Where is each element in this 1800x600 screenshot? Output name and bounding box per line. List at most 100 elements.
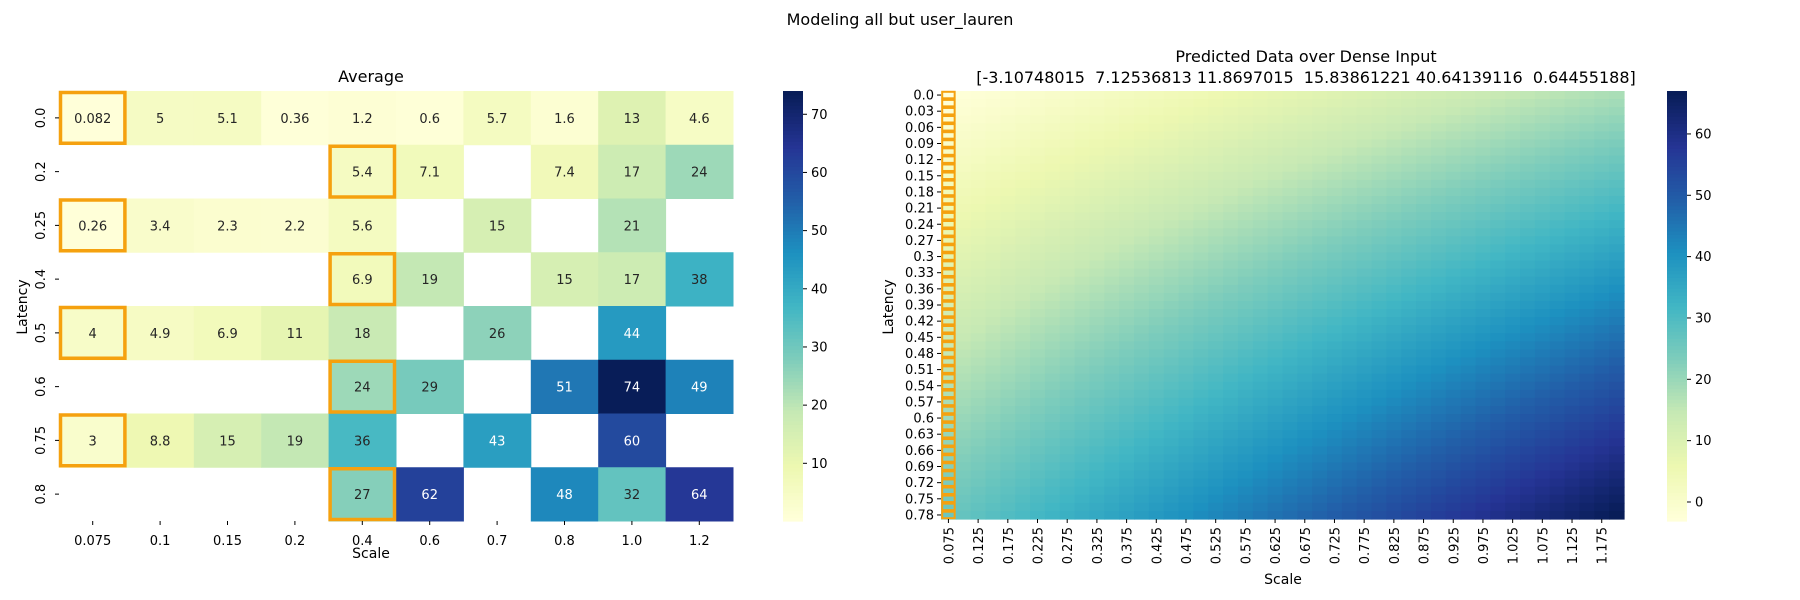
- dense-cell: [1044, 446, 1061, 455]
- dense-cell: [1119, 470, 1135, 480]
- dense-cell: [1534, 494, 1551, 504]
- dense-cell: [1520, 349, 1536, 359]
- dense-cell: [1520, 276, 1536, 286]
- dense-cell: [1267, 357, 1284, 367]
- dense-cell: [1445, 357, 1462, 367]
- dense-cell: [1564, 284, 1581, 294]
- dense-cell: [1475, 341, 1491, 351]
- dense-cell: [1223, 405, 1239, 415]
- highlight-box: [941, 147, 956, 156]
- dense-cell: [1089, 365, 1105, 375]
- dense-cell: [1000, 139, 1016, 149]
- dense-cell: [1104, 405, 1120, 415]
- dense-cell: [1475, 462, 1491, 472]
- dense-cell: [1223, 236, 1239, 246]
- dense-cell: [941, 510, 957, 520]
- dense-cell: [1148, 462, 1165, 472]
- dense-cell: [1297, 510, 1313, 520]
- dense-cell: [1594, 438, 1610, 447]
- dense-cell: [1282, 494, 1298, 504]
- dense-cell: [1505, 414, 1521, 423]
- dense-cell: [1356, 236, 1373, 246]
- dense-cell: [1044, 195, 1061, 205]
- dense-cell: [1208, 341, 1224, 351]
- average-heatmap: Average 0.082 5 5.1 0.36 1.2 0.6 5.7 1.6 13 4.65.…: [15, 67, 828, 562]
- dense-cell: [1163, 438, 1180, 447]
- dense-cell: [1223, 446, 1239, 455]
- dense-cell: [1371, 220, 1388, 229]
- dense-cell: [941, 228, 957, 237]
- dense-cell: [1371, 373, 1388, 383]
- dense-cell: [1341, 349, 1358, 359]
- dense-cell: [1030, 462, 1046, 472]
- dense-cell: [1401, 131, 1417, 141]
- dense-cell: [985, 260, 1001, 270]
- highlight-box: [941, 478, 956, 487]
- dense-cell: [1534, 236, 1551, 246]
- dense-cell: [1000, 446, 1016, 455]
- highlight-box: [941, 454, 956, 463]
- dense-cell: [1163, 131, 1180, 141]
- dense-cell: [1134, 91, 1150, 100]
- dense-cell: [1015, 228, 1031, 237]
- colorbar-segment: [1667, 180, 1687, 185]
- dense-cell: [1520, 179, 1536, 189]
- dense-cell: [1119, 228, 1135, 237]
- dense-cell: [1445, 236, 1462, 246]
- dense-cell: [1460, 470, 1477, 480]
- dense-cell: [1327, 438, 1343, 447]
- colorbar-segment: [1667, 506, 1687, 511]
- dense-cell: [1312, 204, 1328, 213]
- dense-cell: [970, 446, 987, 455]
- dense-cell: [1208, 349, 1224, 359]
- dense-cell: [1178, 179, 1195, 189]
- colorbar-segment: [783, 427, 803, 433]
- dense-cell: [1490, 236, 1506, 246]
- x-tick-label: 0.775: [1358, 527, 1373, 564]
- dense-cell: [1044, 220, 1061, 229]
- colorbar-segment: [783, 513, 803, 519]
- dense-cell: [1104, 470, 1120, 480]
- dense-cell: [1237, 131, 1254, 141]
- dense-cell: [1445, 502, 1462, 512]
- colorbar-segment: [1667, 280, 1687, 286]
- dense-cell: [1000, 204, 1016, 213]
- dense-cell: [1044, 510, 1061, 520]
- dense-cell: [1193, 422, 1209, 431]
- dense-cell: [1460, 454, 1477, 464]
- dense-cell: [1327, 454, 1343, 464]
- heatmap-cell: [328, 467, 397, 522]
- dense-cell: [1297, 317, 1313, 326]
- dense-cell: [1208, 365, 1224, 375]
- dense-cell: [1148, 365, 1165, 375]
- dense-cell: [1104, 228, 1120, 237]
- dense-cell: [1564, 454, 1581, 464]
- dense-cell: [1044, 139, 1061, 149]
- dense-cell: [955, 462, 972, 472]
- dense-cell: [1356, 309, 1373, 318]
- colorbar-segment: [783, 108, 803, 114]
- dense-cell: [941, 115, 957, 124]
- dense-cell: [1386, 486, 1402, 496]
- dense-cell: [1475, 115, 1491, 124]
- dense-cell: [1237, 276, 1254, 286]
- dense-cell: [1059, 204, 1076, 213]
- dense-cell: [1371, 470, 1388, 480]
- dense-cell: [1030, 107, 1046, 116]
- dense-cell: [1074, 438, 1091, 447]
- dense-cell: [1312, 414, 1328, 423]
- dense-cell: [1401, 422, 1417, 431]
- dense-cell: [1015, 462, 1031, 472]
- dense-cell: [1341, 414, 1358, 423]
- dense-cell: [1089, 99, 1105, 108]
- dense-cell: [1193, 357, 1209, 367]
- dense-cell: [1163, 284, 1180, 294]
- dense-cell: [1505, 422, 1521, 431]
- dense-cell: [1267, 349, 1284, 359]
- dense-cell: [1163, 365, 1180, 375]
- dense-cell: [1401, 179, 1417, 189]
- dense-cell: [1193, 99, 1209, 108]
- dense-cell: [1356, 268, 1373, 278]
- dense-cell: [1237, 171, 1254, 181]
- dense-cell: [1089, 430, 1105, 439]
